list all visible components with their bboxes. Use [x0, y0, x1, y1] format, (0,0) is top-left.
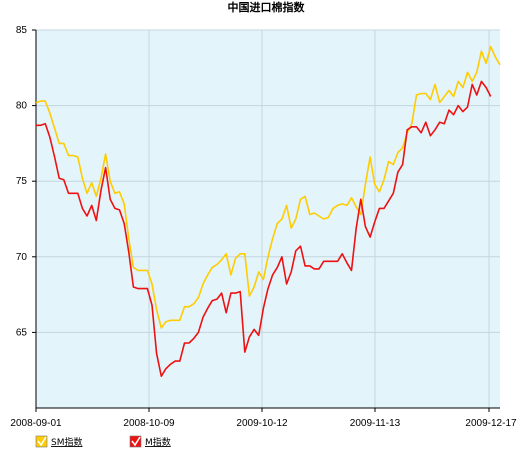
axes [32, 29, 500, 412]
series-lines [35, 45, 501, 378]
y-tick-label: 85 [16, 25, 28, 36]
x-tick-labels: 2008-09-01 2008-10-09 2009-10-12 2009-11-13… [10, 418, 517, 429]
legend-item: M指数 [129, 435, 171, 448]
legend: SM指数 M指数 [35, 435, 171, 448]
chart-title: 中国进口棉指数 [228, 0, 306, 14]
y-tick-label: 65 [16, 327, 28, 338]
x-tick-label: 2009-12-17 [465, 418, 517, 429]
x-tick-label: 2008-09-01 [10, 418, 62, 429]
series-line [35, 45, 501, 329]
series-line [36, 80, 492, 378]
y-tick-label: 70 [16, 252, 28, 263]
checkmark-icon [37, 436, 47, 447]
y-tick-label: 75 [16, 176, 28, 187]
plot-area [36, 30, 500, 408]
checkmark-icon [131, 436, 141, 447]
legend-label: SM指数 [51, 436, 82, 448]
legend-label: M指数 [145, 436, 171, 448]
x-tick-label: 2009-10-12 [236, 418, 288, 429]
y-tick-labels: 65 70 75 80 85 [16, 25, 28, 338]
legend-item: SM指数 [35, 435, 82, 448]
legend-swatch [129, 435, 142, 448]
y-tick-label: 80 [16, 101, 28, 112]
x-tick-label: 2008-10-09 [123, 418, 175, 429]
legend-swatch [35, 435, 48, 448]
x-tick-label: 2009-11-13 [350, 418, 401, 429]
